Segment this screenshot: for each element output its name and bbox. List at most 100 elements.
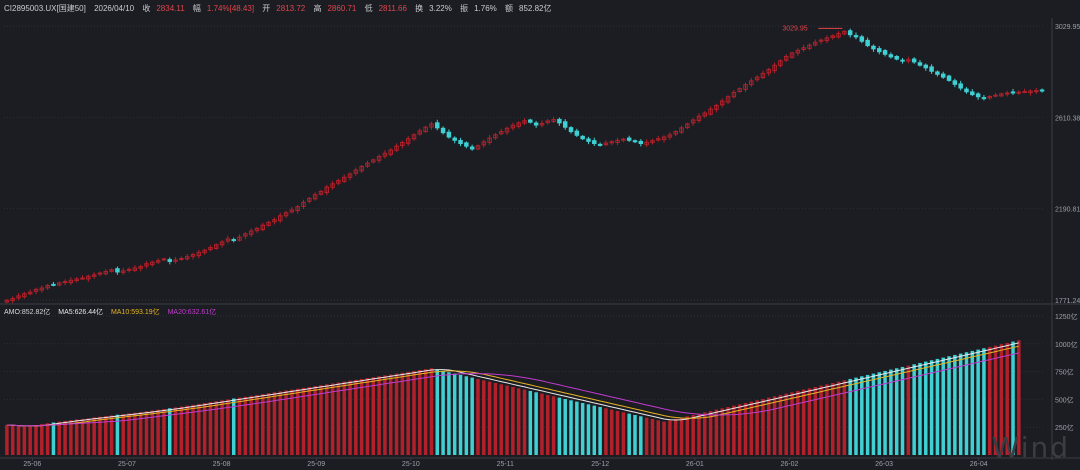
- volume-bar: [929, 360, 934, 455]
- volume-bar: [470, 377, 474, 455]
- candle-body: [132, 267, 138, 271]
- volume-bar: [40, 424, 44, 455]
- volume-bar: [953, 354, 957, 455]
- volume-bar: [80, 418, 85, 455]
- volume-bar: [150, 410, 155, 455]
- candle-body: [359, 165, 364, 172]
- time-tick-label: 25-10: [402, 461, 420, 468]
- volume-bar: [604, 408, 608, 455]
- volume-bar: [505, 385, 509, 455]
- volume-bar: [197, 403, 201, 455]
- candle-body: [551, 119, 556, 123]
- candle-body: [138, 266, 143, 269]
- volume-bar: [982, 348, 986, 455]
- volume-bar: [406, 371, 410, 455]
- candle-body: [243, 233, 248, 237]
- candle-body: [382, 152, 388, 157]
- volume-bar: [272, 392, 277, 455]
- volume-bar: [45, 423, 50, 455]
- volume-bar: [208, 402, 213, 455]
- volume-bar: [354, 379, 358, 455]
- candle-body: [1028, 90, 1033, 94]
- volume-bar: [441, 370, 445, 455]
- candle-body: [446, 131, 452, 138]
- volume-bar: [732, 405, 736, 455]
- candle-body: [719, 100, 725, 106]
- volume-bar: [726, 406, 730, 455]
- volume-bar: [127, 413, 131, 455]
- candle-body: [336, 180, 341, 184]
- volume-bar: [57, 421, 61, 455]
- volume-bar: [86, 418, 91, 455]
- volume-bar: [801, 389, 806, 455]
- volume-bar: [906, 365, 911, 455]
- candle-body: [39, 287, 45, 291]
- volume-bar: [662, 421, 666, 455]
- volume-tick-label: 750亿: [1055, 368, 1074, 377]
- candle-body: [795, 49, 801, 54]
- candle-body: [871, 45, 876, 50]
- volume-bar: [842, 380, 847, 455]
- candle-body: [481, 141, 487, 146]
- candle-body: [51, 283, 56, 286]
- candle-body: [4, 299, 10, 303]
- close-label: 收: [142, 4, 151, 13]
- volume-bar: [301, 387, 306, 455]
- candle-body: [86, 275, 91, 280]
- volume-bar: [16, 426, 21, 455]
- candle-body: [435, 122, 440, 129]
- volume-bar: [226, 399, 230, 455]
- volume-bar: [767, 397, 771, 455]
- volume-bar: [5, 424, 9, 455]
- candle-body: [405, 138, 411, 144]
- candle-body: [91, 274, 97, 277]
- candle-body: [917, 62, 923, 66]
- volume-bar: [418, 370, 422, 455]
- turnover-value: 3.22%: [429, 4, 452, 13]
- volume-bar: [284, 390, 288, 455]
- volume-bar: [371, 377, 376, 455]
- time-tick-label: 25-09: [307, 461, 325, 468]
- candle-body: [760, 72, 766, 79]
- candle-body: [725, 96, 731, 103]
- candle-body: [469, 146, 475, 150]
- candle-body: [475, 145, 481, 150]
- volume-bar: [609, 409, 614, 455]
- candle-body: [365, 162, 370, 167]
- wind-watermark: Wind: [991, 431, 1070, 464]
- volume-bar: [877, 372, 881, 455]
- candle-body: [202, 249, 207, 254]
- volume-bar: [633, 414, 637, 455]
- candle-body: [272, 219, 277, 223]
- volume-bar: [179, 406, 184, 455]
- time-tick-label: 25-12: [591, 461, 609, 468]
- time-tick-label: 25-07: [118, 461, 136, 468]
- candle-body: [27, 291, 33, 295]
- volume-bar: [400, 372, 405, 455]
- candle-body: [975, 93, 981, 98]
- candle-body: [644, 141, 649, 146]
- volume-bar: [249, 395, 253, 455]
- candle-body: [150, 261, 155, 266]
- volume-bar: [452, 373, 457, 455]
- candle-body: [214, 244, 219, 249]
- candle-body: [341, 176, 347, 182]
- candle-body: [74, 278, 79, 281]
- time-tick-label: 25-08: [213, 461, 231, 468]
- amount-label: 额: [505, 4, 514, 13]
- candle-body: [1022, 91, 1027, 94]
- volume-bar: [261, 394, 265, 455]
- candle-body: [400, 141, 405, 146]
- volume-bar: [447, 372, 451, 455]
- volume-bar: [679, 417, 684, 455]
- candle-body: [981, 97, 987, 100]
- volume-bar: [691, 414, 695, 455]
- volume-bar: [551, 396, 556, 455]
- time-tick-label: 25-11: [497, 461, 514, 468]
- candle-body: [283, 212, 289, 217]
- candle-body: [312, 194, 318, 200]
- volume-bar: [621, 412, 626, 455]
- candle-body: [597, 143, 603, 146]
